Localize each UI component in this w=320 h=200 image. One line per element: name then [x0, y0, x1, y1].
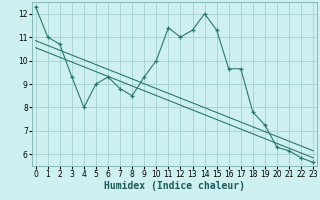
X-axis label: Humidex (Indice chaleur): Humidex (Indice chaleur) — [104, 181, 245, 191]
